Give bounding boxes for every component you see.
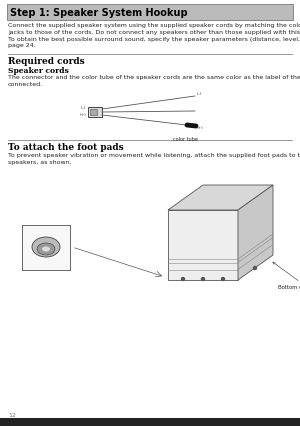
Text: To prevent speaker vibration or movement while listening, attach the supplied fo: To prevent speaker vibration or movement… xyxy=(8,153,300,165)
Bar xyxy=(88,107,102,117)
Bar xyxy=(0,418,300,426)
Text: (–): (–) xyxy=(81,106,86,110)
Polygon shape xyxy=(168,185,273,210)
Text: To attach the foot pads: To attach the foot pads xyxy=(8,143,124,152)
Circle shape xyxy=(182,277,184,280)
Text: (+): (+) xyxy=(197,126,204,130)
Text: Required cords: Required cords xyxy=(8,57,85,66)
Text: The connector and the color tube of the speaker cords are the same color as the : The connector and the color tube of the … xyxy=(8,75,300,87)
Text: Step 1: Speaker System Hookup: Step 1: Speaker System Hookup xyxy=(10,8,188,18)
Text: (+): (+) xyxy=(79,113,86,117)
Text: color tube: color tube xyxy=(172,137,197,142)
Circle shape xyxy=(221,277,224,280)
Circle shape xyxy=(254,267,256,270)
Text: 12: 12 xyxy=(8,413,16,418)
Circle shape xyxy=(202,277,205,280)
FancyBboxPatch shape xyxy=(7,4,293,20)
Ellipse shape xyxy=(37,243,55,255)
Polygon shape xyxy=(238,185,273,280)
Ellipse shape xyxy=(42,247,50,251)
Bar xyxy=(22,225,70,270)
Text: Bottom of the speaker: Bottom of the speaker xyxy=(273,262,300,290)
Text: (–): (–) xyxy=(197,92,203,96)
Text: Connect the supplied speaker system using the supplied speaker cords by matching: Connect the supplied speaker system usin… xyxy=(8,23,300,49)
Bar xyxy=(90,109,97,115)
Ellipse shape xyxy=(32,237,60,257)
Polygon shape xyxy=(168,210,238,280)
Text: Speaker cords: Speaker cords xyxy=(8,67,69,75)
